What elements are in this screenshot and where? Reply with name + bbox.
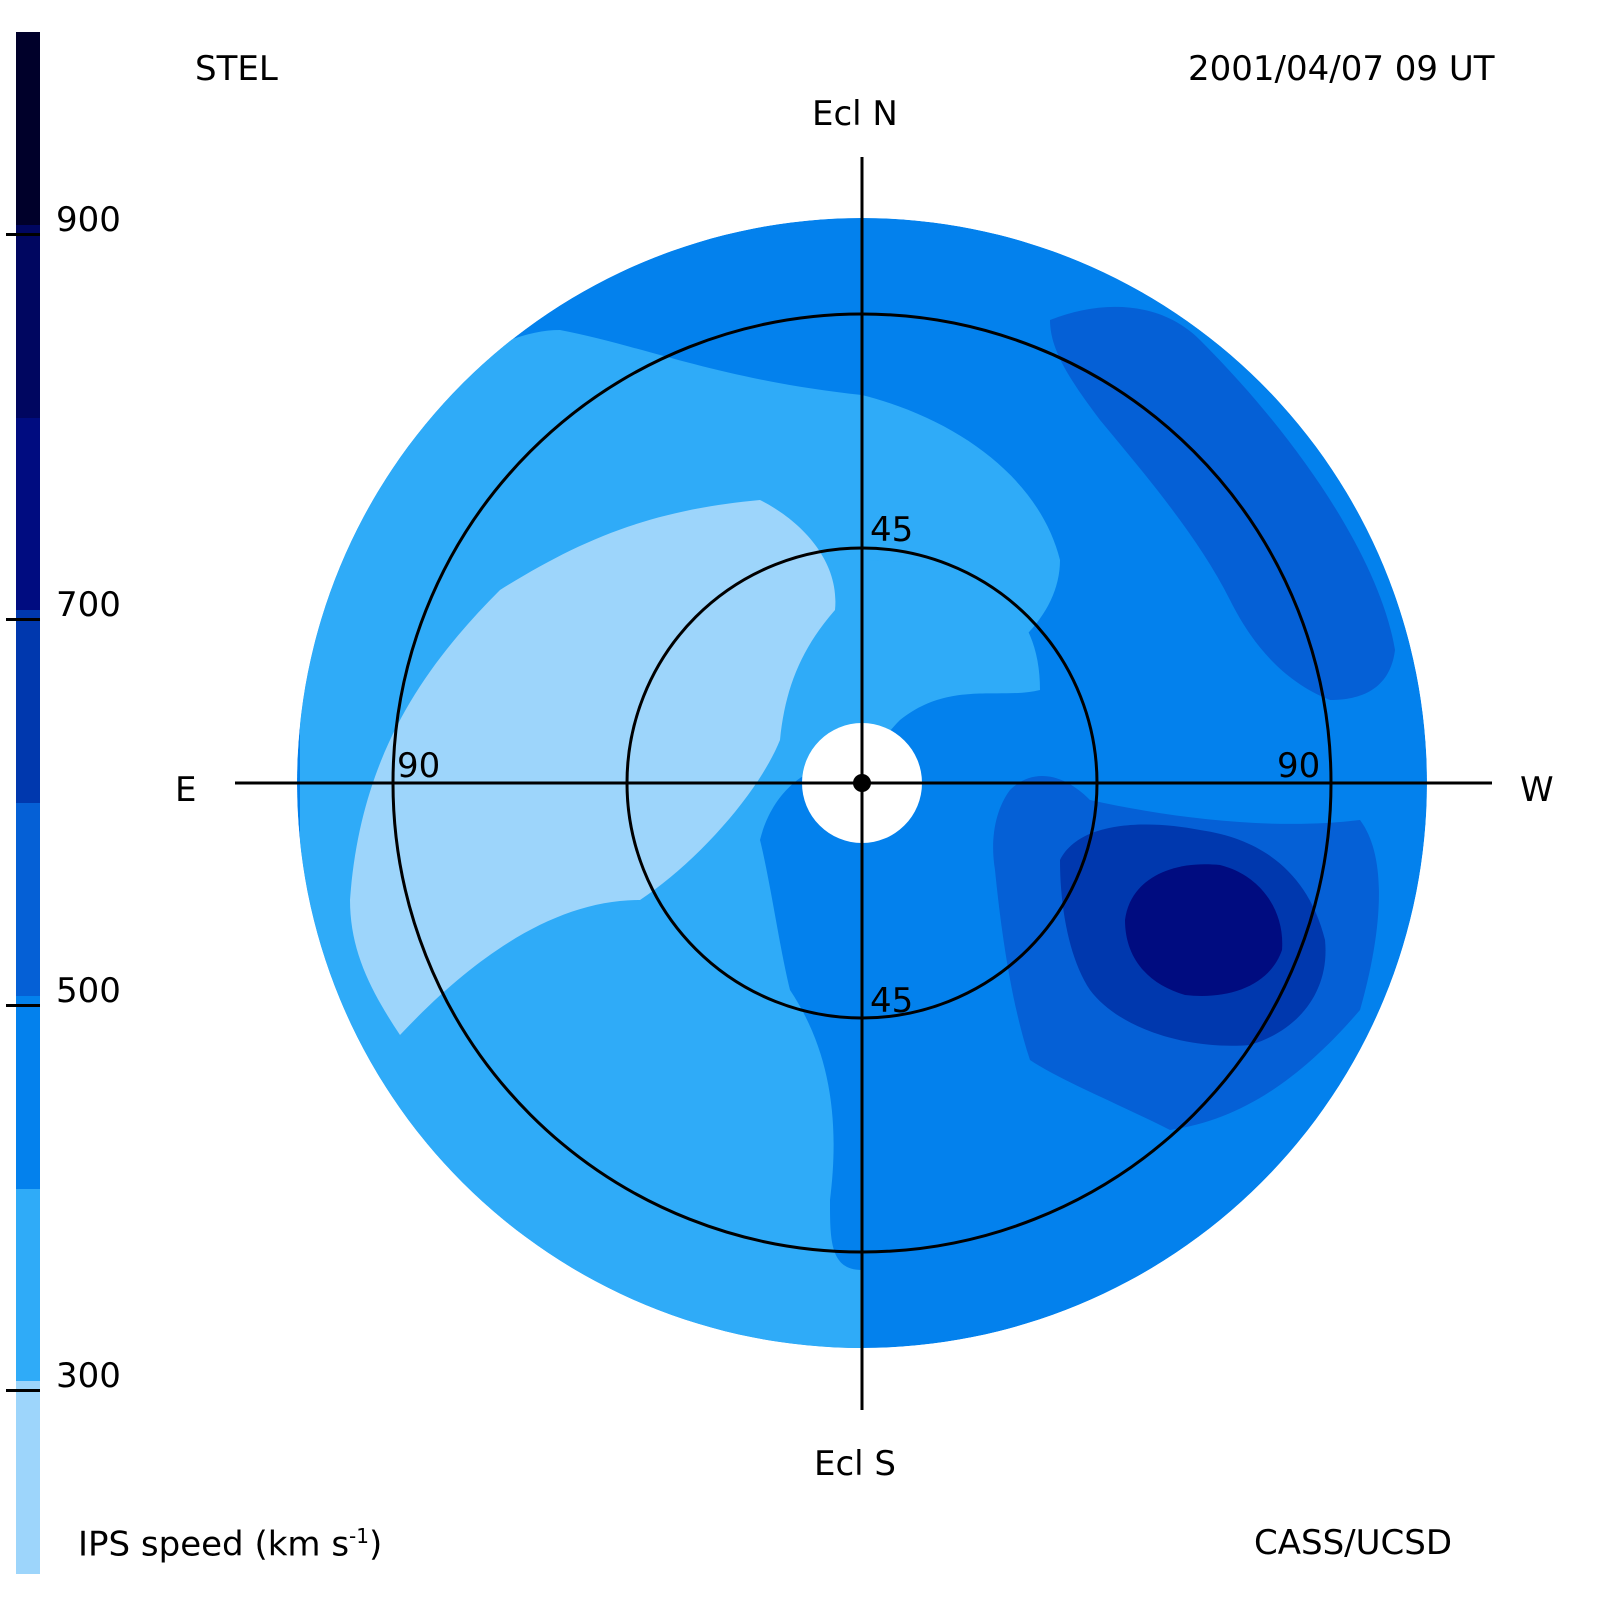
colorbar-tick-label: 700: [56, 585, 121, 626]
colorbar-tick: [6, 1389, 40, 1393]
direction-south-label: Ecl S: [814, 1444, 897, 1484]
ring-label-45-top: 45: [870, 510, 913, 550]
colorbar-tick: [6, 232, 40, 236]
speed-field: [297, 218, 1427, 1348]
sun-center-marker: [853, 774, 871, 792]
colorbar-bin: [16, 803, 40, 996]
speed-region-north-west-stream: [1050, 306, 1395, 700]
ring-label-90-west: 90: [1277, 746, 1320, 786]
observatory-label: STEL: [195, 49, 278, 89]
direction-north-label: Ecl N: [812, 94, 898, 134]
credit-label: CASS/UCSD: [1254, 1523, 1453, 1563]
direction-east-label: E: [175, 770, 197, 810]
colorbar-tick-label: 500: [56, 970, 121, 1011]
timestamp-label: 2001/04/07 09 UT: [1188, 49, 1495, 89]
speed-region-south-west-peak: [1125, 864, 1283, 996]
colorbar-bin: [16, 32, 40, 225]
colorbar-bin: [16, 1188, 40, 1382]
colorbar: [16, 32, 40, 1574]
speed-region-center: [862, 560, 1040, 770]
colorbar-bin: [16, 417, 40, 611]
colorbar-bin: [16, 224, 40, 418]
colorbar-tick: [6, 618, 40, 622]
colorbar-tick-label: 300: [56, 1356, 121, 1397]
speed-region-east-slow-arc: [350, 500, 836, 1035]
colorbar-title: IPS speed (km s-1): [78, 1524, 383, 1565]
colorbar-tick-label: 900: [56, 199, 121, 240]
ring-label-45-bottom: 45: [870, 981, 913, 1021]
ring-label-90-east: 90: [397, 746, 440, 786]
direction-west-label: W: [1520, 770, 1554, 810]
colorbar-bin: [16, 610, 40, 803]
colorbar-bin: [16, 1381, 40, 1574]
colorbar-bin: [16, 995, 40, 1189]
colorbar-tick: [6, 1003, 40, 1007]
